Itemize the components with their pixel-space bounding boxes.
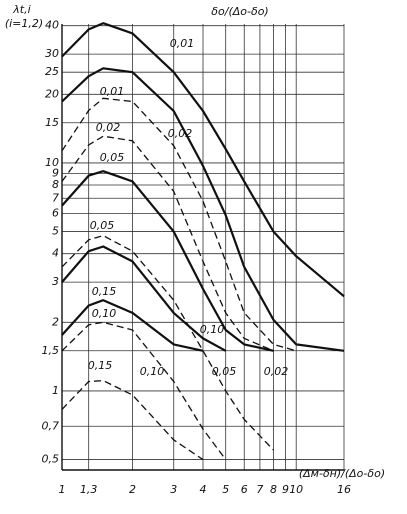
curve-label: 0,10	[200, 323, 225, 336]
x-axis-label: (Δм-δн)/(Δo-δo)	[299, 467, 385, 480]
curve	[61, 135, 274, 352]
curve	[61, 245, 227, 352]
y-tick-label: 6	[52, 207, 59, 220]
y-tick-label: 20	[45, 87, 59, 100]
curve-label: 0,01	[170, 37, 195, 50]
chart-title: δo/(Δo-δo)	[211, 5, 268, 18]
x-tick-label: 2	[129, 483, 136, 496]
x-tick-label: 5	[222, 483, 229, 496]
x-tick-label: 1,3	[80, 483, 98, 496]
curve-label: 0,15	[92, 285, 117, 298]
curve	[61, 22, 345, 298]
x-tick-label: 6	[241, 483, 248, 496]
curve-label: 0,05	[90, 219, 115, 232]
curve	[61, 234, 274, 451]
x-tick-label: 8	[270, 483, 277, 496]
x-tick-label: 10	[289, 483, 303, 496]
curve-label: 0,01	[100, 85, 125, 98]
y-tick-label: 0,7	[42, 419, 60, 432]
x-tick-label: 3	[170, 483, 177, 496]
x-tick-label: 1	[59, 483, 66, 496]
curve-label: 0,15	[88, 359, 113, 372]
y-tick-label: 1,5	[42, 344, 60, 357]
y-tick-label: 3	[52, 275, 59, 288]
x-tick-label: 16	[337, 483, 351, 496]
curve-label: 0,10	[92, 307, 117, 320]
x-tick-label: 4	[200, 483, 207, 496]
curve	[61, 170, 274, 352]
curve-label: 0,02	[96, 121, 121, 134]
annotation: 0,10	[140, 365, 165, 378]
y-tick-label: 15	[45, 116, 59, 129]
y-tick-label: 7	[52, 191, 59, 204]
y-tick-label: 40	[45, 19, 59, 32]
curve-label: 0,05	[100, 151, 125, 164]
curve	[61, 379, 204, 461]
annotation: 0,05	[212, 365, 237, 378]
y-tick-label: 10	[45, 156, 59, 169]
x-tick-label: 9	[282, 483, 289, 496]
curve	[61, 67, 345, 352]
curve	[61, 321, 227, 460]
x-tick-label: 7	[256, 483, 263, 496]
y-tick-label: 4	[52, 247, 59, 260]
y-tick-label: 5	[52, 225, 59, 238]
y-tick-label: 8	[52, 178, 59, 191]
curve-label: 0,02	[168, 127, 193, 140]
y-tick-label: 9	[52, 166, 59, 179]
y-tick-label: 1	[52, 384, 59, 397]
y-tick-label: 25	[45, 65, 59, 78]
y-axis-sublabel: (i=1,2)	[5, 17, 43, 30]
annotation: 0,02	[264, 365, 289, 378]
y-tick-label: 0,5	[42, 453, 60, 466]
y-tick-label: 2	[52, 315, 59, 328]
y-tick-label: 30	[45, 47, 59, 60]
y-axis-label: λt,i	[12, 3, 30, 16]
curve	[61, 299, 204, 352]
curve	[61, 97, 297, 352]
